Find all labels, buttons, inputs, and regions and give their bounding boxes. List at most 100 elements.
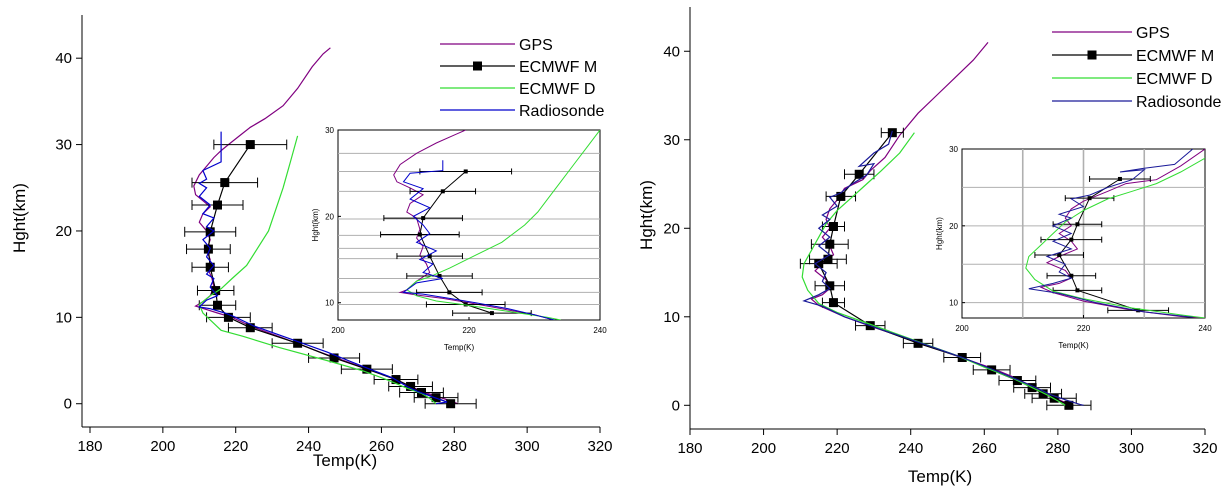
c0-data-point bbox=[220, 178, 230, 188]
y-tick-label: 20 bbox=[663, 220, 680, 237]
x-tick-label: 200 bbox=[150, 438, 175, 455]
x-tick-label: 280 bbox=[442, 438, 467, 455]
c1-inset-data-point bbox=[1075, 288, 1080, 293]
c1-data-point bbox=[913, 338, 923, 348]
inset-y-axis-label: Hght(km) bbox=[311, 208, 320, 241]
c1-data-point bbox=[828, 222, 838, 232]
x-tick-label: 300 bbox=[1119, 440, 1144, 457]
c0-inset-line-0 bbox=[393, 130, 555, 320]
c1-series-ecmwf-d bbox=[801, 132, 1066, 406]
y-axis-label: Hght(km) bbox=[637, 180, 656, 250]
legend: GPS ECMWF M ECMWF D Radiosonde bbox=[440, 37, 605, 120]
legend-label: ECMWF M bbox=[519, 59, 597, 76]
inset-x-tick-label: 220 bbox=[462, 326, 476, 335]
legend-label: ECMWF M bbox=[1136, 48, 1214, 65]
inset-y-tick-label: 10 bbox=[325, 299, 334, 308]
c1-inset-data-point bbox=[1069, 273, 1074, 278]
inset-series-group bbox=[380, 130, 600, 320]
c0-inset-data-point bbox=[463, 302, 468, 307]
y-tick-label: 30 bbox=[55, 137, 72, 154]
inset-series-group bbox=[1025, 149, 1205, 318]
c0-line-3 bbox=[197, 131, 448, 405]
c0-data-point bbox=[213, 200, 222, 210]
x-tick-label: 180 bbox=[677, 440, 702, 457]
y-tick-label: 10 bbox=[55, 309, 72, 326]
inset-x-tick-label: 220 bbox=[1077, 324, 1091, 333]
c0-data-point bbox=[293, 338, 303, 348]
inset-y-tick-label: 30 bbox=[325, 126, 334, 135]
legend-label: Radiosonde bbox=[519, 103, 605, 120]
c0-data-point bbox=[223, 312, 233, 322]
x-axis-label: Temp(K) bbox=[908, 467, 972, 486]
legend-label: ECMWF D bbox=[519, 81, 595, 98]
c0-data-point bbox=[205, 227, 215, 237]
x-tick-label: 280 bbox=[1045, 440, 1070, 457]
legend-marker bbox=[473, 61, 482, 71]
x-tick-label: 320 bbox=[587, 438, 612, 455]
x-tick-label: 260 bbox=[369, 438, 394, 455]
x-tick-label: 240 bbox=[296, 438, 321, 455]
y-tick-label: 20 bbox=[55, 223, 72, 240]
legend: GPS ECMWF M ECMWF D Radiosonde bbox=[1052, 25, 1222, 111]
c1-inset-series-ecmwf-d bbox=[1025, 157, 1205, 318]
c0-series-ecmwf-d bbox=[198, 135, 437, 405]
legend-label: GPS bbox=[519, 37, 553, 54]
inset-chart: 200 220 240 10 20 30 Temp(K) Hght(km) bbox=[935, 145, 1212, 350]
c1-data-point bbox=[1038, 389, 1048, 399]
c1-inset-line-2 bbox=[1025, 157, 1205, 318]
c1-line-3 bbox=[802, 130, 1084, 406]
c1-inset-data-point bbox=[1075, 222, 1080, 227]
c0-data-point bbox=[245, 323, 255, 333]
c0-inset-data-point bbox=[489, 311, 494, 316]
inset-x-axis-label: Temp(K) bbox=[444, 343, 475, 352]
c1-inset-line-0 bbox=[1039, 149, 1205, 318]
x-axis-label: Temp(K) bbox=[313, 451, 377, 470]
inset-y-tick-label: 20 bbox=[949, 222, 958, 231]
c1-inset-line-3 bbox=[1028, 149, 1194, 318]
c1-data-point bbox=[814, 259, 824, 269]
c1-series-radiosonde bbox=[802, 130, 1084, 406]
c0-data-point bbox=[205, 262, 215, 272]
c0-data-point bbox=[245, 140, 255, 150]
inset-chart: 200 220 240 10 20 30 Temp(K) Hght(km) bbox=[311, 126, 607, 352]
x-tick-label: 180 bbox=[77, 438, 102, 455]
c0-inset-series-ecmwf-d bbox=[405, 130, 600, 320]
x-tick-label: 220 bbox=[825, 440, 850, 457]
c0-data-point bbox=[362, 364, 372, 374]
x-tick-label: 300 bbox=[515, 438, 540, 455]
y-tick-label: 30 bbox=[663, 132, 680, 149]
chart-1: 180 200 220 240 260 280 300 320 0 10 20 30 40 Temp(K)… bbox=[10, 15, 613, 470]
c0-inset-data-point bbox=[440, 189, 445, 194]
y-tick-label: 10 bbox=[663, 309, 680, 326]
x-tick-label: 320 bbox=[1192, 440, 1217, 457]
c0-data-point bbox=[406, 381, 416, 391]
inset-y-tick-label: 30 bbox=[949, 145, 958, 154]
c0-inset-series-radiosonde bbox=[402, 160, 555, 320]
c1-inset-series-radiosonde bbox=[1028, 149, 1194, 318]
c0-inset-data-point bbox=[447, 290, 452, 295]
c0-data-point bbox=[211, 286, 221, 296]
c1-data-point bbox=[823, 254, 833, 264]
y-tick-label: 0 bbox=[672, 397, 680, 414]
x-tick-label: 220 bbox=[223, 438, 248, 455]
c0-data-point bbox=[213, 300, 222, 310]
c0-inset-data-point bbox=[437, 273, 442, 278]
legend-marker bbox=[1087, 50, 1097, 60]
c1-inset-data-point bbox=[1117, 176, 1122, 181]
x-tick-label: 260 bbox=[972, 440, 997, 457]
x-tick-label: 200 bbox=[751, 440, 776, 457]
y-axis-label: Hght(km) bbox=[10, 183, 29, 253]
chart-2: 180 200 220 240 260 280 300 320 0 10 20 30 40 Temp(K)… bbox=[637, 7, 1222, 486]
legend-label: Radiosonde bbox=[1136, 94, 1222, 111]
c1-inset-line-1 bbox=[1058, 178, 1139, 311]
c1-data-point bbox=[828, 298, 838, 308]
inset-y-tick-label: 20 bbox=[325, 212, 334, 221]
c1-data-point bbox=[854, 169, 864, 179]
y-tick-label: 40 bbox=[663, 43, 680, 60]
inset-x-axis-label: Temp(K) bbox=[1058, 341, 1089, 350]
inset-x-tick-label: 200 bbox=[331, 326, 345, 335]
c1-data-point bbox=[825, 281, 835, 291]
c1-inset-data-point bbox=[1069, 237, 1074, 242]
c1-data-point bbox=[825, 239, 835, 249]
